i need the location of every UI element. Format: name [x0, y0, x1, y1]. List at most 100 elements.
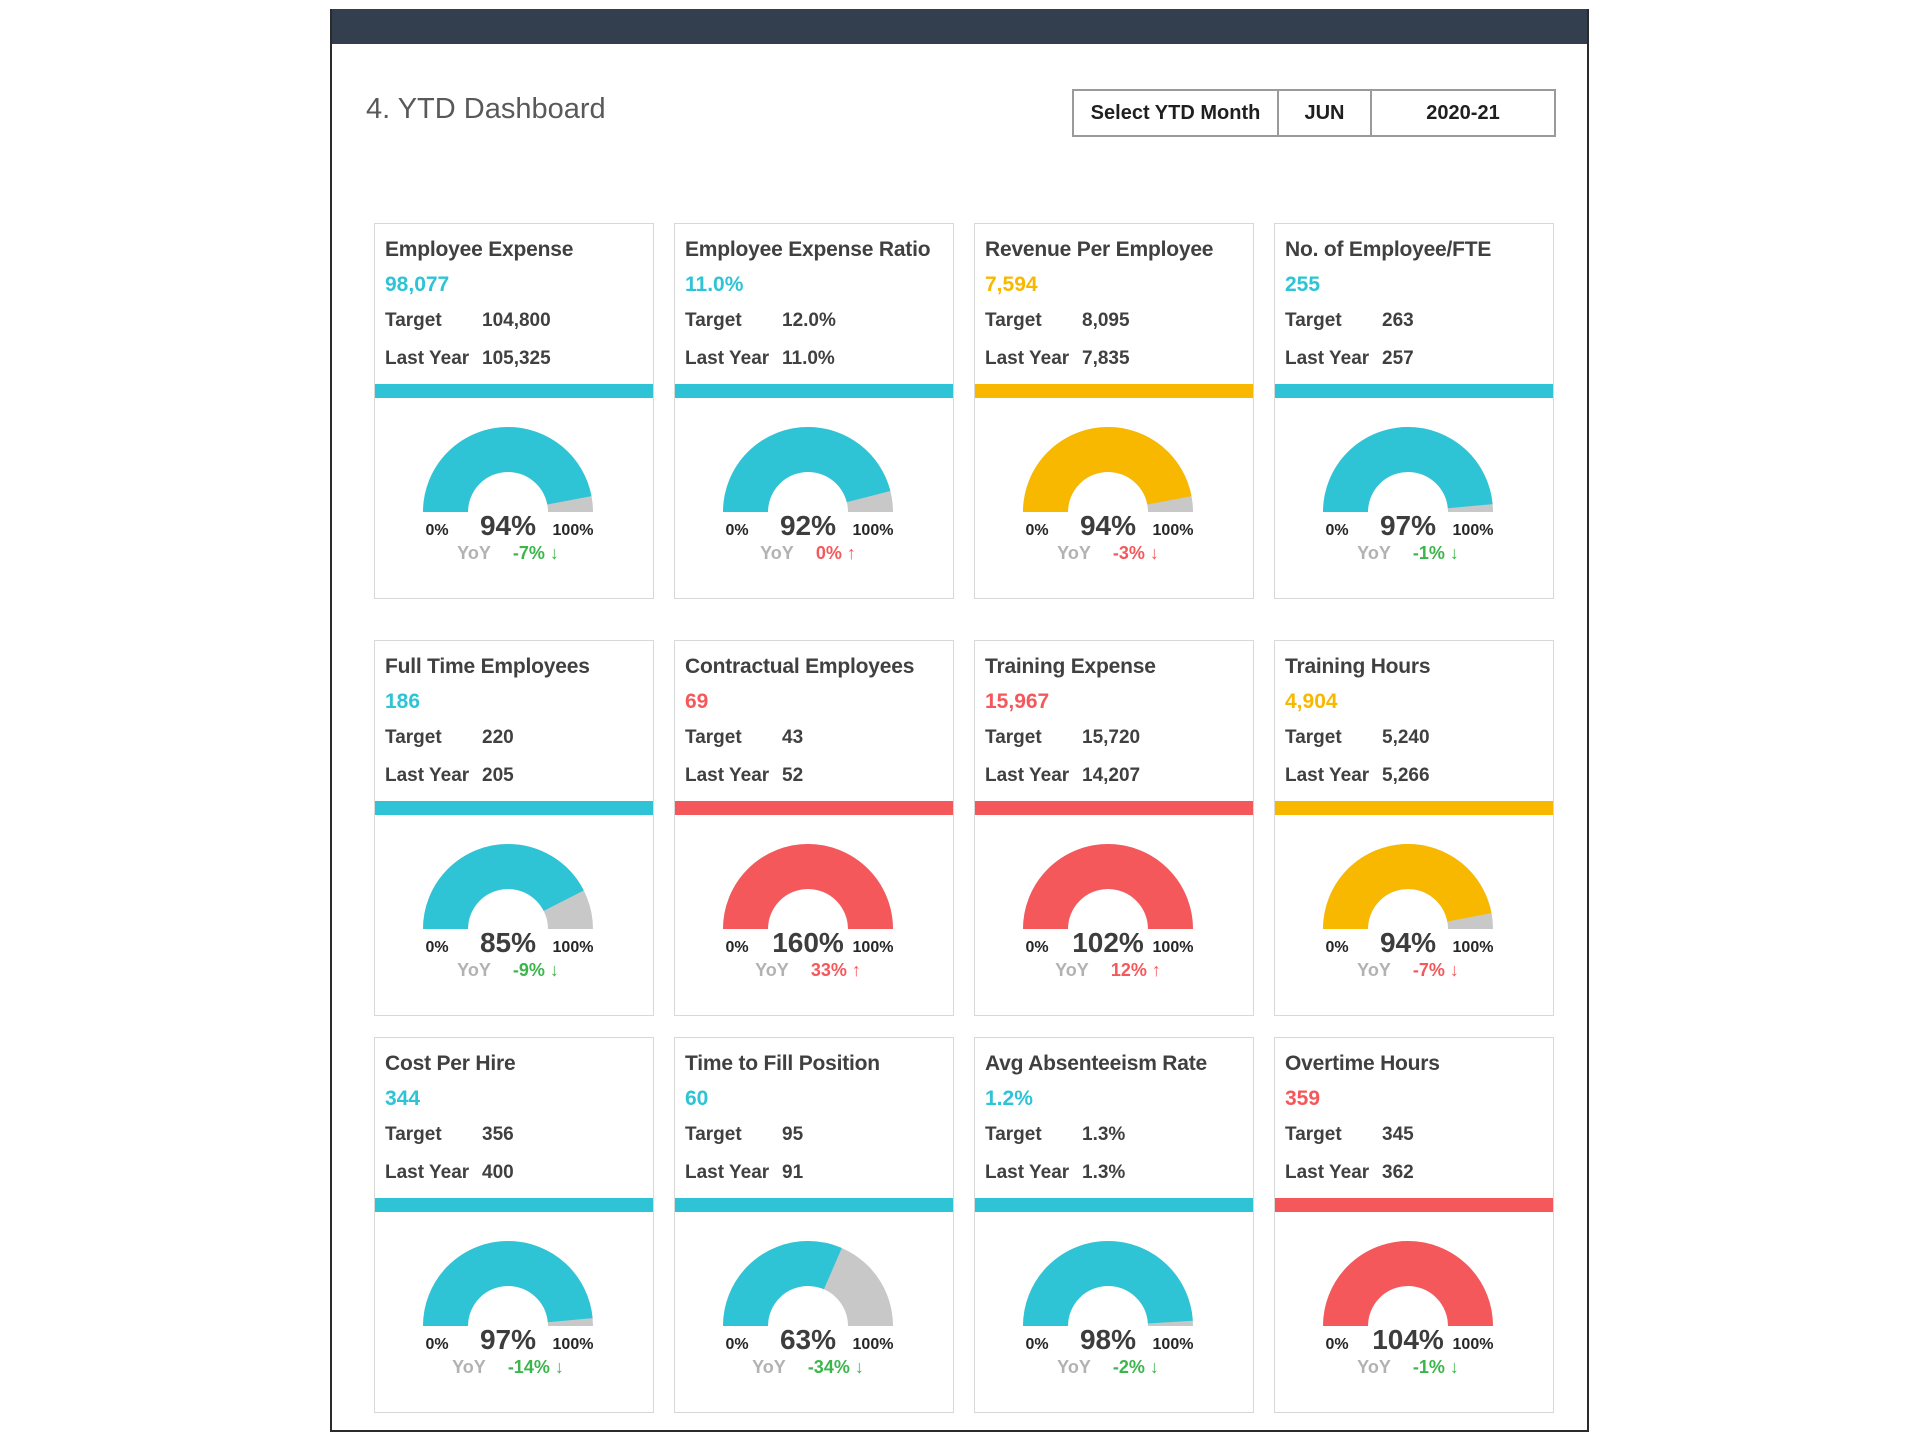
yoy-row: YoY 33% ↑ — [675, 960, 941, 981]
target-label: Target — [385, 727, 442, 748]
card-value: 98,077 — [385, 273, 450, 296]
page-title: 4. YTD Dashboard — [366, 93, 606, 125]
card-title: Revenue Per Employee — [985, 238, 1214, 261]
gauge-min-label: 0% — [1325, 939, 1349, 956]
target-value: 15,720 — [1082, 727, 1141, 748]
trend-down-icon: ↓ — [549, 543, 559, 563]
trend-down-icon: ↓ — [1449, 960, 1459, 980]
gauge-min-label: 0% — [1325, 522, 1349, 539]
card-title: Training Hours — [1285, 655, 1431, 678]
lastyear-label: Last Year — [685, 348, 770, 369]
yoy-value: 33% ↑ — [810, 960, 861, 980]
card-value: 1.2% — [985, 1087, 1033, 1110]
yoy-row: YoY 12% ↑ — [975, 960, 1241, 981]
yoy-label: YoY — [1057, 543, 1091, 563]
card-value: 344 — [385, 1087, 421, 1110]
gauge-fill — [1323, 1241, 1493, 1328]
card-value: 7,594 — [985, 273, 1038, 296]
yoy-value: -34% ↓ — [807, 1357, 864, 1377]
kpi-card-employee-expense: Employee Expense 98,077 Target 104,800 Last … — [374, 223, 654, 599]
lastyear-row: Last Year 52 — [685, 765, 947, 787]
gauge-max-label: 100% — [552, 939, 594, 956]
gauge-fill — [423, 427, 593, 514]
lastyear-row: Last Year 205 — [385, 765, 647, 787]
accent-bar — [675, 801, 953, 815]
gauge-percent: 98% — [1079, 1324, 1137, 1355]
gauge-chart — [423, 844, 593, 931]
selector-year-dropdown[interactable]: 2020-21 — [1370, 91, 1554, 135]
accent-bar — [1275, 801, 1553, 815]
lastyear-label: Last Year — [1285, 765, 1370, 786]
ytd-month-selector: Select YTD Month JUN 2020-21 — [1072, 89, 1556, 137]
lastyear-row: Last Year 1.3% — [985, 1162, 1247, 1184]
yoy-row: YoY -1% ↓ — [1275, 543, 1541, 564]
gauge-fill — [1023, 427, 1193, 514]
target-label: Target — [685, 727, 742, 748]
target-value: 43 — [782, 727, 804, 748]
gauge-max-label: 100% — [1152, 522, 1194, 539]
gauge-fill — [723, 427, 893, 514]
lastyear-row: Last Year 400 — [385, 1162, 647, 1184]
gauge-min-label: 0% — [1025, 1336, 1049, 1353]
trend-up-icon: ↑ — [851, 960, 861, 980]
card-value: 255 — [1285, 273, 1321, 296]
gauge-chart — [423, 1241, 593, 1328]
card-title: Employee Expense — [385, 238, 574, 261]
target-value: 5,240 — [1382, 727, 1430, 748]
lastyear-value: 205 — [482, 765, 514, 786]
kpi-card-employee-expense-ratio: Employee Expense Ratio 11.0% Target 12.0% La… — [674, 223, 954, 599]
target-row: Target 356 — [385, 1124, 647, 1146]
card-title: Overtime Hours — [1285, 1052, 1440, 1075]
yoy-row: YoY -2% ↓ — [975, 1357, 1241, 1378]
gauge-fill — [1023, 1241, 1193, 1328]
lastyear-row: Last Year 257 — [1285, 348, 1547, 370]
gauge-min-label: 0% — [725, 939, 749, 956]
gauge-chart — [723, 427, 893, 514]
header-bar — [332, 9, 1587, 44]
gauge-percent: 94% — [1379, 927, 1437, 958]
lastyear-row: Last Year 7,835 — [985, 348, 1247, 370]
trend-down-icon: ↓ — [1449, 543, 1459, 563]
lastyear-label: Last Year — [1285, 348, 1370, 369]
gauge-percent: 104% — [1372, 1324, 1444, 1355]
gauge-max-label: 100% — [1452, 939, 1494, 956]
yoy-value: -9% ↓ — [512, 960, 559, 980]
selector-month-dropdown[interactable]: JUN — [1277, 91, 1370, 135]
lastyear-value: 105,325 — [482, 348, 551, 369]
dashboard-page: 4. YTD Dashboard Select YTD Month JUN 20… — [330, 9, 1589, 1432]
gauge-max-label: 100% — [1452, 1336, 1494, 1353]
card-title: Contractual Employees — [685, 655, 915, 678]
target-row: Target 15,720 — [985, 727, 1247, 749]
gauge-fill — [423, 1241, 593, 1328]
lastyear-row: Last Year 362 — [1285, 1162, 1547, 1184]
target-label: Target — [1285, 1124, 1342, 1145]
gauge-chart — [1023, 427, 1193, 514]
yoy-row: YoY 0% ↑ — [675, 543, 941, 564]
kpi-card-avg-absenteeism-rate: Avg Absenteeism Rate 1.2% Target 1.3% Last Y… — [974, 1037, 1254, 1413]
target-label: Target — [985, 727, 1042, 748]
target-row: Target 43 — [685, 727, 947, 749]
gauge-max-label: 100% — [552, 522, 594, 539]
gauge-max-label: 100% — [1452, 522, 1494, 539]
lastyear-row: Last Year 5,266 — [1285, 765, 1547, 787]
lastyear-label: Last Year — [385, 348, 470, 369]
gauge-percent: 97% — [479, 1324, 537, 1355]
yoy-value: -3% ↓ — [1112, 543, 1159, 563]
yoy-value: -1% ↓ — [1412, 543, 1459, 563]
yoy-label: YoY — [1055, 960, 1089, 980]
gauge-min-label: 0% — [425, 522, 449, 539]
gauge-fill — [1323, 427, 1493, 514]
gauge-max-label: 100% — [1152, 939, 1194, 956]
gauge-chart — [1023, 1241, 1193, 1328]
target-value: 263 — [1382, 310, 1414, 331]
gauge-min-label: 0% — [1025, 939, 1049, 956]
card-value: 69 — [685, 690, 709, 713]
yoy-label: YoY — [1357, 543, 1391, 563]
yoy-value: 12% ↑ — [1110, 960, 1161, 980]
card-value: 60 — [685, 1087, 709, 1110]
accent-bar — [675, 1198, 953, 1212]
target-label: Target — [685, 310, 742, 331]
trend-up-icon: ↑ — [846, 543, 856, 563]
lastyear-label: Last Year — [385, 1162, 470, 1183]
accent-bar — [975, 801, 1253, 815]
